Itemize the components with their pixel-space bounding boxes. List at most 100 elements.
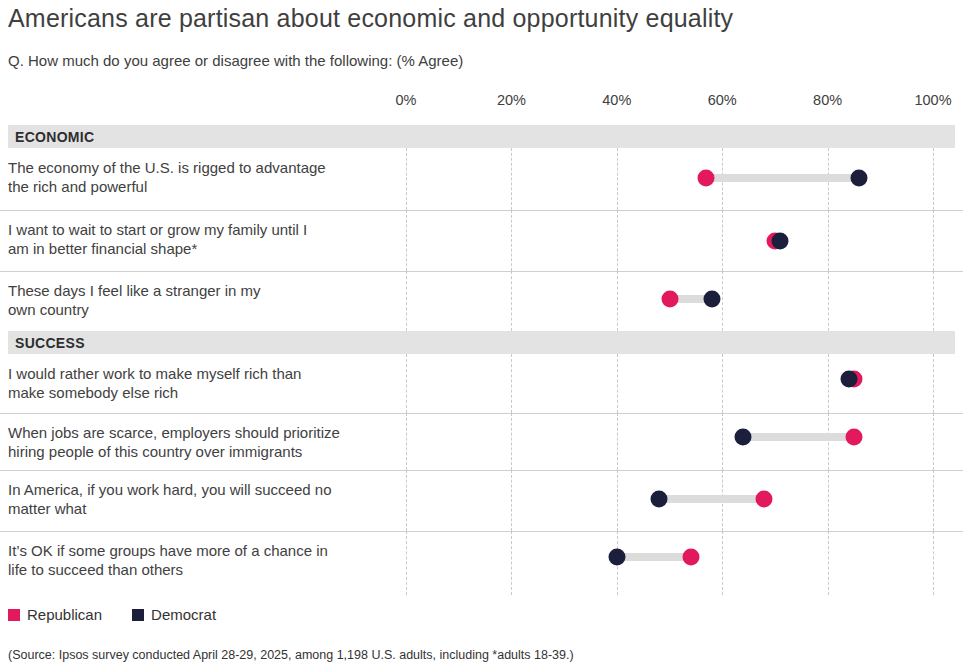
republican-dot — [756, 491, 773, 508]
row-label-line: life to succeed than others — [8, 560, 388, 579]
democrat-dot — [851, 170, 868, 187]
section-header-success: SUCCESS — [8, 331, 955, 354]
gridline — [511, 413, 512, 470]
gridline — [617, 413, 618, 470]
row-label: When jobs are scarce, employers should p… — [8, 423, 388, 461]
row-label-line: own country — [8, 300, 388, 319]
gridline — [406, 470, 407, 531]
row-label-line: matter what — [8, 499, 388, 518]
row-plot — [406, 413, 933, 470]
gridline — [617, 148, 618, 210]
gridline — [617, 271, 618, 331]
republican-dot — [698, 170, 715, 187]
gridline — [617, 354, 618, 413]
democrat-dot — [703, 291, 720, 308]
gridline — [617, 470, 618, 531]
gridline — [933, 531, 934, 595]
gridline — [828, 354, 829, 413]
row-label: I would rather work to make myself rich … — [8, 364, 388, 402]
gridline — [722, 271, 723, 331]
chart-row-family-wait: I want to wait to start or grow my famil… — [0, 210, 963, 272]
gridline — [511, 470, 512, 531]
gridline — [406, 413, 407, 470]
legend: Republican Democrat — [8, 606, 216, 623]
gridline — [828, 210, 829, 271]
gridline — [406, 354, 407, 413]
axis-tick-label: 60% — [708, 92, 737, 108]
gridline — [828, 271, 829, 331]
row-label-line: I would rather work to make myself rich … — [8, 364, 388, 383]
gridline — [828, 531, 829, 595]
chart-title: Americans are partisan about economic an… — [8, 4, 733, 33]
gridline — [933, 148, 934, 210]
republican-dot — [661, 291, 678, 308]
source-note: (Source: Ipsos survey conducted April 28… — [8, 648, 574, 662]
gridline — [828, 470, 829, 531]
gridline — [511, 271, 512, 331]
democrat-dot — [840, 371, 857, 388]
row-label-line: I want to wait to start or grow my famil… — [8, 220, 388, 239]
row-plot — [406, 210, 933, 271]
chart-row-stranger: These days I feel like a stranger in my … — [0, 271, 963, 331]
democrat-dot — [735, 429, 752, 446]
gridline — [722, 354, 723, 413]
gridline — [933, 271, 934, 331]
x-axis-tick-labels: 0%20%40%60%80%100% — [406, 92, 933, 110]
row-label: These days I feel like a stranger in my … — [8, 281, 388, 319]
row-label-line: It’s OK if some groups have more of a ch… — [8, 541, 388, 560]
axis-tick-label: 0% — [396, 92, 417, 108]
row-plot — [406, 148, 933, 210]
gridline — [511, 354, 512, 413]
gridline — [722, 531, 723, 595]
row-label-line: hiring people of this country over immig… — [8, 442, 388, 461]
gridline — [617, 210, 618, 271]
chart-subtitle: Q. How much do you agree or disagree wit… — [8, 52, 463, 69]
gridline — [722, 413, 723, 470]
democrat-dot — [608, 549, 625, 566]
gridline — [511, 210, 512, 271]
gridline — [406, 148, 407, 210]
axis-tick-label: 100% — [914, 92, 951, 108]
gridline — [406, 531, 407, 595]
gridline — [933, 413, 934, 470]
legend-item-republican: Republican — [8, 606, 102, 623]
democrat-dot — [650, 491, 667, 508]
row-label-line: the rich and powerful — [8, 177, 388, 196]
legend-item-democrat: Democrat — [132, 606, 216, 623]
section-label: ECONOMIC — [8, 129, 94, 145]
row-plot — [406, 354, 933, 413]
democrat-dot — [772, 233, 789, 250]
chart-row-groups-chance: It’s OK if some groups have more of a ch… — [0, 531, 963, 595]
axis-tick-label: 80% — [813, 92, 842, 108]
axis-tick-label: 20% — [497, 92, 526, 108]
chart-row-myself-rich: I would rather work to make myself rich … — [0, 354, 963, 414]
row-plot — [406, 470, 933, 531]
republican-swatch-icon — [8, 609, 20, 621]
gridline — [933, 354, 934, 413]
axis-tick-label: 40% — [602, 92, 631, 108]
gridline — [511, 148, 512, 210]
section-header-economic: ECONOMIC — [8, 125, 955, 148]
republican-dot — [845, 429, 862, 446]
republican-dot — [682, 549, 699, 566]
section-label: SUCCESS — [8, 335, 85, 351]
row-label-line: am in better financial shape* — [8, 239, 388, 258]
gridline — [933, 470, 934, 531]
gridline — [406, 210, 407, 271]
row-label-line: These days I feel like a stranger in my — [8, 281, 388, 300]
row-label-line: make somebody else rich — [8, 383, 388, 402]
chart-row-jobs-scarce: When jobs are scarce, employers should p… — [0, 413, 963, 471]
row-label: In America, if you work hard, you will s… — [8, 480, 388, 518]
democrat-swatch-icon — [132, 609, 144, 621]
dumbbell-connector — [617, 553, 691, 561]
gridline — [722, 210, 723, 271]
gridline — [933, 210, 934, 271]
dumbbell-connector — [743, 433, 854, 441]
row-label: I want to wait to start or grow my famil… — [8, 220, 388, 258]
legend-label: Democrat — [151, 606, 216, 623]
row-label: The economy of the U.S. is rigged to adv… — [8, 158, 388, 196]
dumbbell-connector — [706, 174, 859, 182]
row-label-line: When jobs are scarce, employers should p… — [8, 423, 388, 442]
dumbbell-connector — [659, 495, 764, 503]
chart-row-economy-rigged: The economy of the U.S. is rigged to adv… — [0, 148, 963, 211]
